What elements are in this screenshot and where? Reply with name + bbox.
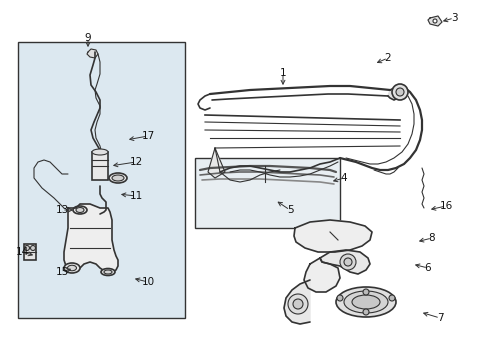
Text: 11: 11 — [129, 191, 143, 201]
Ellipse shape — [336, 287, 396, 317]
Polygon shape — [388, 86, 400, 100]
Ellipse shape — [104, 270, 112, 274]
Polygon shape — [87, 49, 98, 58]
Ellipse shape — [352, 295, 380, 309]
Polygon shape — [294, 220, 372, 252]
Polygon shape — [428, 16, 442, 26]
Bar — [18, 42, 185, 318]
Polygon shape — [320, 250, 370, 274]
Text: 9: 9 — [85, 33, 91, 43]
Circle shape — [344, 258, 352, 266]
Text: 16: 16 — [440, 201, 453, 211]
Circle shape — [24, 246, 29, 251]
Circle shape — [433, 19, 437, 23]
Text: 8: 8 — [429, 233, 435, 243]
Text: 6: 6 — [425, 263, 431, 273]
Circle shape — [30, 246, 35, 251]
Ellipse shape — [92, 149, 108, 155]
Ellipse shape — [344, 291, 388, 313]
Polygon shape — [304, 258, 340, 292]
Text: 13: 13 — [55, 205, 69, 215]
Circle shape — [337, 295, 343, 301]
Text: 2: 2 — [385, 53, 392, 63]
Text: 10: 10 — [142, 277, 154, 287]
Circle shape — [363, 309, 369, 315]
Ellipse shape — [112, 175, 124, 181]
Polygon shape — [208, 148, 225, 178]
Ellipse shape — [109, 173, 127, 183]
Circle shape — [340, 254, 356, 270]
Ellipse shape — [76, 207, 84, 212]
Circle shape — [392, 84, 408, 100]
Polygon shape — [284, 280, 310, 324]
Text: 14: 14 — [15, 247, 28, 257]
Circle shape — [396, 88, 404, 96]
Circle shape — [293, 299, 303, 309]
Bar — [195, 158, 340, 228]
Text: 3: 3 — [451, 13, 457, 23]
Text: 1: 1 — [280, 68, 286, 78]
Ellipse shape — [101, 269, 115, 275]
Text: 12: 12 — [129, 157, 143, 167]
Polygon shape — [64, 204, 118, 272]
Text: 5: 5 — [287, 205, 294, 215]
Ellipse shape — [64, 263, 80, 273]
Ellipse shape — [73, 206, 87, 214]
Text: 15: 15 — [55, 267, 69, 277]
Text: 7: 7 — [437, 313, 443, 323]
Circle shape — [288, 294, 308, 314]
Circle shape — [389, 295, 395, 301]
Ellipse shape — [68, 265, 76, 271]
Circle shape — [363, 289, 369, 295]
Bar — [24, 244, 36, 260]
Text: 17: 17 — [142, 131, 155, 141]
Text: 4: 4 — [341, 173, 347, 183]
Bar — [92, 152, 108, 180]
